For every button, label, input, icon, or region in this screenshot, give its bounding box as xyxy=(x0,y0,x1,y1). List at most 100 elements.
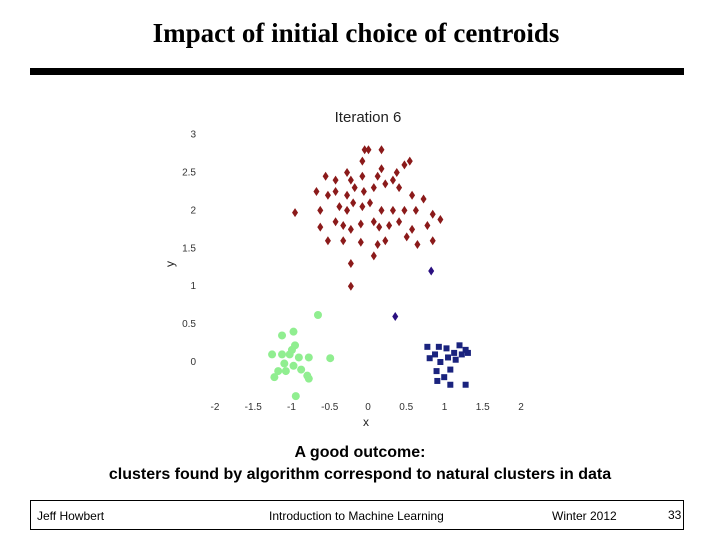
data-point xyxy=(340,221,347,231)
footer-course: Introduction to Machine Learning xyxy=(269,509,444,523)
data-point xyxy=(428,266,435,276)
data-point xyxy=(370,251,377,261)
data-point xyxy=(313,311,322,320)
y-axis-ticks: 0 0.5 1 1.5 2 2.5 3 xyxy=(182,130,196,368)
data-point xyxy=(456,342,463,349)
data-point xyxy=(278,331,287,340)
data-point xyxy=(437,359,444,365)
x-tick-label: 1 xyxy=(442,402,448,413)
data-point xyxy=(458,351,465,358)
data-point xyxy=(433,368,440,375)
data-point xyxy=(332,175,339,185)
y-tick-label: 0.5 xyxy=(182,319,196,330)
title-divider xyxy=(30,68,684,75)
y-tick-label: 1.5 xyxy=(182,243,196,254)
data-point xyxy=(317,205,324,215)
data-point xyxy=(347,175,354,185)
data-point xyxy=(420,194,427,204)
data-point xyxy=(434,377,441,384)
data-point xyxy=(359,156,366,166)
data-point xyxy=(429,209,436,219)
data-point xyxy=(389,175,396,185)
data-point xyxy=(304,353,313,362)
data-point xyxy=(344,205,351,215)
data-point xyxy=(374,171,381,181)
data-point xyxy=(292,208,299,218)
data-point xyxy=(424,343,431,350)
data-point xyxy=(409,224,416,234)
data-point xyxy=(406,156,413,166)
caption-line-1: A good outcome: xyxy=(294,444,426,461)
y-tick-label: 0 xyxy=(190,357,196,368)
x-tick-label: 0.5 xyxy=(399,402,413,413)
data-point xyxy=(332,217,339,227)
data-point xyxy=(429,236,436,246)
data-point xyxy=(452,356,459,363)
x-tick-label: -2 xyxy=(211,402,220,413)
data-point xyxy=(357,219,364,229)
footer-author: Jeff Howbert xyxy=(37,509,105,523)
data-point xyxy=(374,240,381,250)
data-point xyxy=(378,145,385,155)
data-point xyxy=(361,145,368,155)
data-point xyxy=(367,198,373,208)
data-point xyxy=(289,327,298,336)
data-point xyxy=(437,214,444,224)
page-number: 33 xyxy=(668,508,682,522)
data-point xyxy=(274,367,283,376)
data-point xyxy=(317,222,324,232)
data-point xyxy=(287,345,296,354)
data-point xyxy=(412,205,419,215)
data-point xyxy=(344,168,351,177)
data-point xyxy=(347,258,354,268)
x-axis-ticks: -2 -1.5 -1 -0.5 0 0.5 1 1.5 2 xyxy=(211,402,525,413)
y-tick-label: 2 xyxy=(190,205,196,216)
footer-date: Winter 2012 xyxy=(552,509,617,523)
data-point xyxy=(432,351,439,358)
data-point xyxy=(396,183,403,193)
data-point xyxy=(357,237,364,247)
y-tick-label: 3 xyxy=(190,130,196,141)
data-point xyxy=(378,164,385,174)
data-point xyxy=(359,171,366,181)
data-point xyxy=(409,190,416,200)
data-point xyxy=(322,171,329,181)
data-point xyxy=(451,349,458,356)
y-tick-label: 1 xyxy=(190,281,196,292)
data-point xyxy=(376,222,383,232)
data-point xyxy=(268,350,277,359)
data-point xyxy=(304,374,313,383)
data-point xyxy=(278,350,287,359)
data-point xyxy=(386,221,393,231)
data-point xyxy=(280,359,289,368)
x-tick-label: 1.5 xyxy=(476,402,490,413)
x-tick-label: -0.5 xyxy=(321,402,339,413)
data-point xyxy=(464,349,471,356)
data-points xyxy=(268,145,471,401)
data-point xyxy=(441,374,448,381)
data-point xyxy=(347,224,354,234)
data-point xyxy=(370,217,377,227)
data-point xyxy=(435,343,442,350)
data-point xyxy=(392,312,399,322)
data-point xyxy=(350,198,357,208)
data-point xyxy=(324,190,331,200)
data-point xyxy=(462,381,469,388)
data-point xyxy=(336,202,343,212)
data-point xyxy=(443,345,450,352)
slide-footer: Jeff Howbert Introduction to Machine Lea… xyxy=(30,500,684,530)
data-point xyxy=(447,366,454,373)
y-tick-label: 2.5 xyxy=(182,168,196,179)
data-point xyxy=(382,179,389,189)
data-point xyxy=(382,236,389,246)
x-tick-label: 0 xyxy=(365,402,371,413)
data-point xyxy=(378,205,385,215)
x-axis-label: x xyxy=(363,415,369,429)
data-point xyxy=(344,190,351,200)
x-tick-label: -1.5 xyxy=(245,402,263,413)
data-point xyxy=(340,236,347,246)
x-tick-label: -1 xyxy=(287,402,296,413)
chart-title: Iteration 6 xyxy=(335,109,402,126)
y-axis-label: y xyxy=(163,261,177,267)
data-point xyxy=(447,381,454,388)
